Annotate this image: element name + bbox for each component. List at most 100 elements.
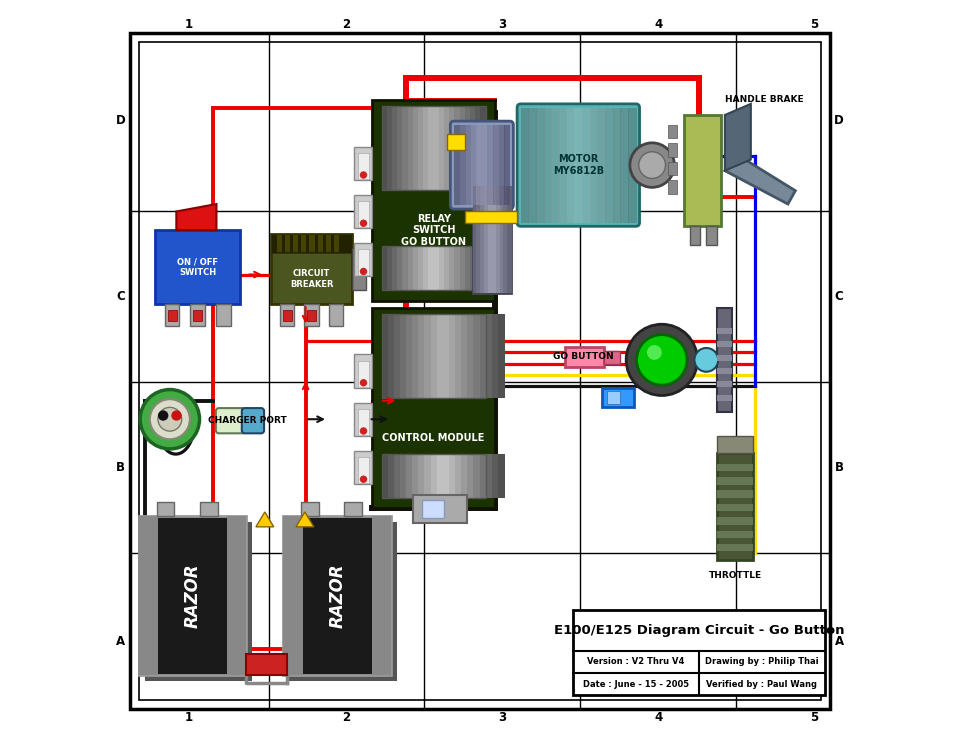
- Bar: [381, 314, 486, 398]
- Bar: [717, 355, 732, 361]
- Bar: [465, 106, 470, 190]
- Bar: [603, 388, 634, 407]
- Bar: [289, 522, 396, 681]
- Bar: [472, 186, 477, 293]
- Polygon shape: [725, 154, 795, 204]
- Bar: [507, 186, 512, 293]
- Bar: [424, 454, 431, 499]
- Bar: [717, 328, 732, 334]
- Bar: [460, 106, 466, 190]
- Bar: [283, 516, 302, 675]
- Bar: [668, 125, 678, 138]
- Bar: [499, 186, 504, 293]
- Bar: [354, 243, 372, 277]
- Bar: [466, 125, 471, 206]
- Bar: [156, 502, 175, 516]
- Bar: [381, 106, 388, 190]
- Circle shape: [630, 142, 675, 187]
- Polygon shape: [177, 204, 216, 230]
- Text: THROTTLE: THROTTLE: [708, 571, 762, 580]
- Bar: [358, 409, 369, 435]
- Bar: [628, 108, 636, 223]
- Bar: [717, 436, 753, 453]
- Circle shape: [647, 345, 661, 360]
- Bar: [400, 454, 407, 499]
- Bar: [492, 186, 496, 293]
- Bar: [406, 314, 413, 398]
- Circle shape: [158, 410, 168, 421]
- Polygon shape: [256, 512, 274, 527]
- Bar: [475, 246, 481, 291]
- Bar: [543, 108, 552, 223]
- Circle shape: [360, 427, 368, 435]
- Bar: [328, 304, 344, 326]
- Bar: [443, 314, 449, 398]
- Bar: [492, 454, 498, 499]
- Bar: [492, 314, 498, 398]
- Bar: [354, 451, 372, 485]
- Bar: [354, 355, 372, 388]
- Bar: [408, 246, 414, 291]
- Bar: [461, 314, 468, 398]
- Text: B: B: [834, 461, 844, 474]
- Bar: [446, 134, 466, 150]
- Bar: [449, 314, 456, 398]
- Bar: [431, 454, 438, 499]
- Bar: [503, 186, 508, 293]
- Bar: [454, 125, 461, 206]
- Bar: [271, 234, 352, 304]
- Bar: [309, 235, 315, 252]
- Bar: [717, 308, 732, 412]
- Bar: [498, 314, 505, 398]
- Bar: [304, 304, 319, 326]
- Circle shape: [171, 410, 181, 421]
- Bar: [381, 106, 486, 190]
- Text: 5: 5: [810, 18, 818, 31]
- Bar: [488, 186, 492, 293]
- Bar: [413, 495, 467, 523]
- Bar: [480, 106, 487, 190]
- Bar: [668, 162, 678, 175]
- Bar: [689, 226, 700, 245]
- Text: 4: 4: [654, 711, 662, 724]
- Bar: [460, 246, 466, 291]
- Bar: [138, 516, 247, 675]
- Bar: [397, 246, 403, 291]
- Text: Drawing by : Philip Thai: Drawing by : Philip Thai: [706, 657, 819, 666]
- Bar: [476, 125, 483, 206]
- Bar: [276, 235, 282, 252]
- Bar: [428, 246, 434, 291]
- Bar: [607, 391, 620, 404]
- Bar: [468, 454, 474, 499]
- Bar: [480, 314, 487, 398]
- Text: MOTOR
MY6812B: MOTOR MY6812B: [553, 154, 604, 176]
- Bar: [495, 186, 500, 293]
- Bar: [168, 310, 177, 321]
- Bar: [358, 457, 369, 483]
- Bar: [282, 310, 292, 321]
- Bar: [473, 314, 480, 398]
- Bar: [388, 454, 395, 499]
- FancyBboxPatch shape: [517, 104, 639, 226]
- Bar: [717, 395, 732, 401]
- Bar: [468, 314, 474, 398]
- Bar: [434, 106, 440, 190]
- Bar: [437, 454, 444, 499]
- Text: 4: 4: [654, 18, 662, 31]
- Text: 1: 1: [185, 18, 193, 31]
- Bar: [559, 108, 567, 223]
- Bar: [387, 246, 393, 291]
- Bar: [707, 226, 717, 245]
- Bar: [612, 108, 621, 223]
- Text: C: C: [835, 290, 844, 303]
- Bar: [668, 143, 678, 157]
- Bar: [620, 108, 629, 223]
- Bar: [418, 246, 424, 291]
- Bar: [145, 522, 252, 681]
- Bar: [717, 381, 732, 387]
- Circle shape: [626, 324, 697, 395]
- Bar: [358, 153, 369, 179]
- Bar: [418, 106, 424, 190]
- Bar: [455, 314, 462, 398]
- Bar: [334, 235, 339, 252]
